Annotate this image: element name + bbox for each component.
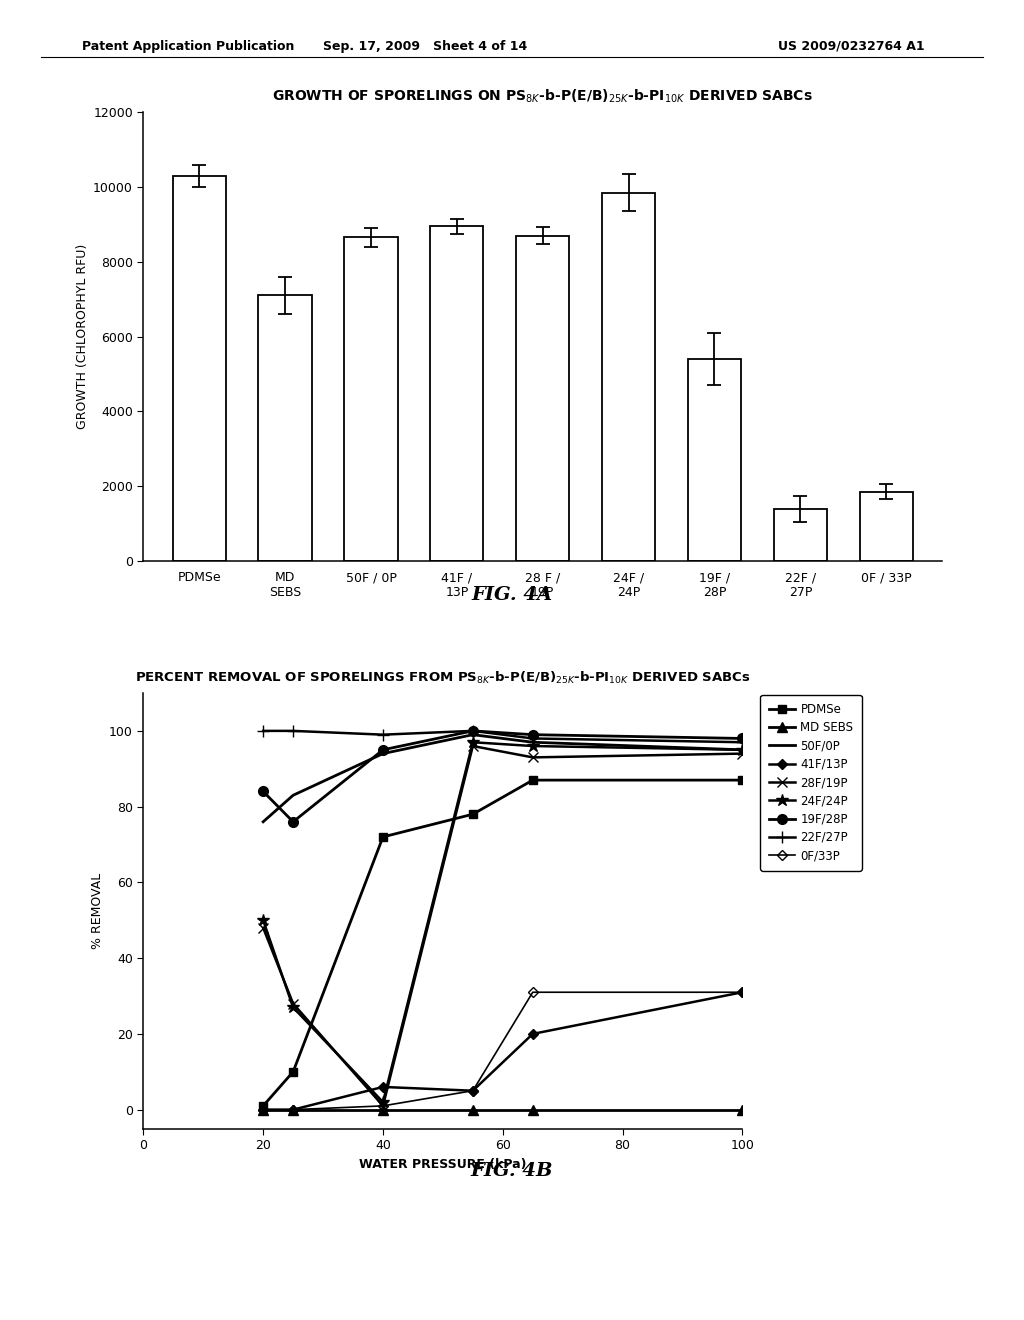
Bar (516, 236, 569, 561)
Bar (173, 176, 226, 561)
Bar (688, 359, 741, 561)
Title: PERCENT REMOVAL OF SPORELINGS FROM PS$_{8K}$-b-P(E/B)$_{25K}$-b-PI$_{10K}$ DERIV: PERCENT REMOVAL OF SPORELINGS FROM PS$_{… (135, 669, 751, 686)
Legend: PDMSe, MD SEBS, 50F/0P, 41F/13P, 28F/19P, 24F/24P, 19F/28P, 22F/27P, 0F/33P: PDMSe, MD SEBS, 50F/0P, 41F/13P, 28F/19P… (760, 694, 861, 871)
Title: GROWTH OF SPORELINGS ON PS$_{8K}$-b-P(E/B)$_{25K}$-b-PI$_{10K}$ DERIVED SABCs: GROWTH OF SPORELINGS ON PS$_{8K}$-b-P(E/… (272, 88, 813, 106)
Text: Sep. 17, 2009   Sheet 4 of 14: Sep. 17, 2009 Sheet 4 of 14 (323, 40, 527, 53)
Y-axis label: % REMOVAL: % REMOVAL (90, 873, 103, 949)
Y-axis label: GROWTH (CHLOROPHYL RFU): GROWTH (CHLOROPHYL RFU) (76, 244, 89, 429)
Text: US 2009/0232764 A1: US 2009/0232764 A1 (778, 40, 925, 53)
Text: FIG. 4A: FIG. 4A (471, 586, 553, 605)
Bar (430, 226, 483, 561)
Text: FIG. 4B: FIG. 4B (471, 1162, 553, 1180)
Bar (602, 193, 655, 561)
Bar (344, 238, 397, 561)
Bar (859, 492, 912, 561)
Text: Patent Application Publication: Patent Application Publication (82, 40, 294, 53)
Bar (774, 508, 827, 561)
X-axis label: WATER PRESSURE (kPa): WATER PRESSURE (kPa) (359, 1158, 526, 1171)
Bar (258, 296, 311, 561)
